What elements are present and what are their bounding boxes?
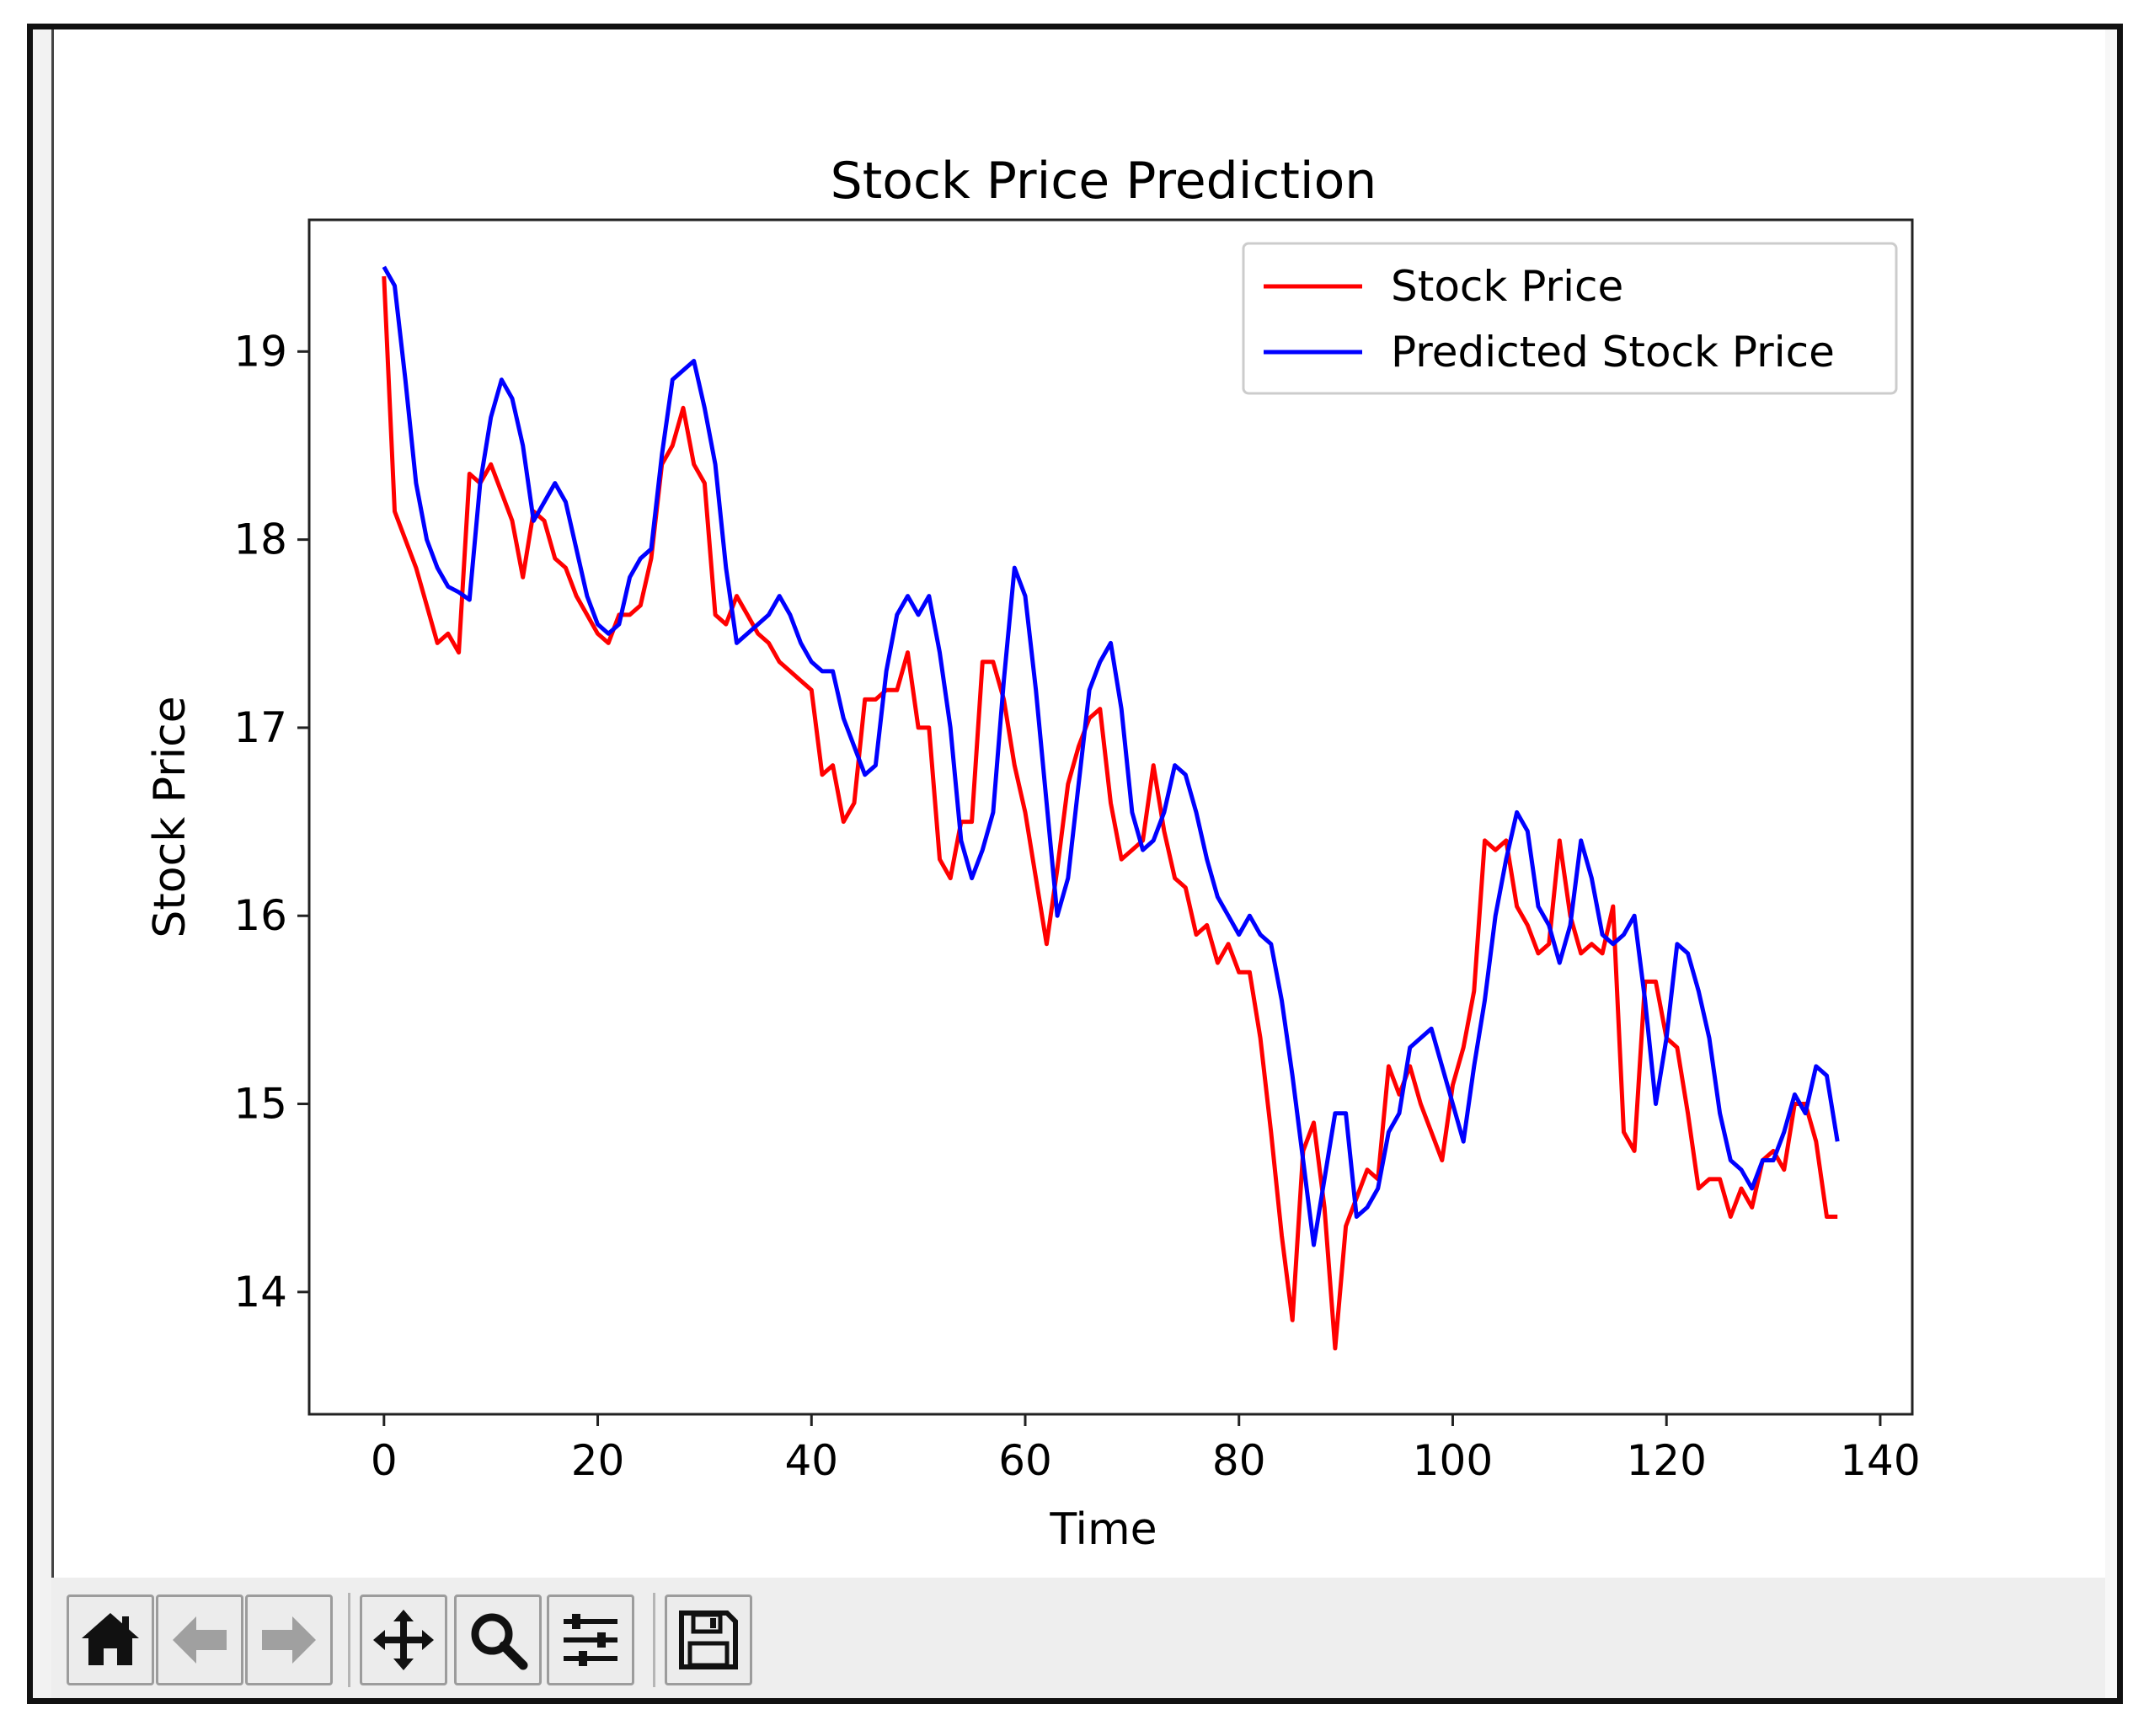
toolbar-separator — [348, 1593, 350, 1687]
legend-box — [1242, 242, 1898, 395]
y-tick-label: 16 — [233, 891, 287, 940]
home-icon — [82, 1613, 139, 1665]
configure-sliders-icon — [564, 1614, 617, 1666]
x-tick-label: 80 — [1212, 1436, 1266, 1485]
save-button[interactable] — [665, 1594, 752, 1685]
zoom-button[interactable] — [454, 1594, 542, 1685]
configure-subplots-button[interactable] — [547, 1594, 634, 1685]
navigation-toolbar — [51, 1578, 2105, 1698]
zoom-magnifier-icon — [471, 1613, 528, 1670]
y-tick-label: 19 — [233, 327, 287, 376]
figure-window: Stock Price Prediction 0 20 40 60 80 100 120 14… — [27, 24, 2123, 1704]
y-tick-label: 18 — [233, 515, 287, 564]
x-tick-label: 0 — [371, 1436, 398, 1485]
series-line-stock-price — [382, 275, 1838, 1351]
legend-label-predicted-stock-price: Predicted Stock Price — [1391, 328, 1835, 377]
x-tick-label: 20 — [571, 1436, 625, 1485]
toolbar-separator — [653, 1593, 655, 1687]
series-line-predicted-stock-price — [382, 265, 1840, 1247]
legend: Stock Price Predicted Stock Price — [1242, 242, 1898, 395]
plot-area — [307, 218, 1914, 1416]
forward-button[interactable] — [245, 1594, 333, 1685]
x-tick-label: 140 — [1840, 1436, 1920, 1485]
chart-canvas: Stock Price Prediction 0 20 40 60 80 100 120 14… — [145, 152, 1921, 1555]
x-tick-label: 100 — [1413, 1436, 1493, 1485]
back-arrow-icon — [173, 1616, 227, 1664]
y-axis-label: Stock Price — [145, 696, 195, 937]
y-tick-label: 14 — [233, 1268, 287, 1317]
x-tick-label: 120 — [1626, 1436, 1706, 1485]
window-right-edge — [2105, 29, 2117, 1698]
x-tick-label: 40 — [784, 1436, 838, 1485]
home-button[interactable] — [67, 1594, 154, 1685]
pan-move-icon — [373, 1610, 434, 1670]
x-tick-label: 60 — [998, 1436, 1052, 1485]
legend-label-stock-price: Stock Price — [1391, 262, 1623, 311]
x-axis-label: Time — [1049, 1504, 1157, 1555]
y-tick-label: 17 — [233, 703, 287, 752]
save-floppy-icon — [679, 1610, 738, 1669]
back-button[interactable] — [156, 1594, 243, 1685]
pan-button[interactable] — [360, 1594, 447, 1685]
forward-arrow-icon — [262, 1616, 316, 1664]
window-left-edge — [33, 29, 54, 1698]
y-tick-label: 15 — [233, 1080, 287, 1129]
chart-title: Stock Price Prediction — [831, 152, 1377, 211]
